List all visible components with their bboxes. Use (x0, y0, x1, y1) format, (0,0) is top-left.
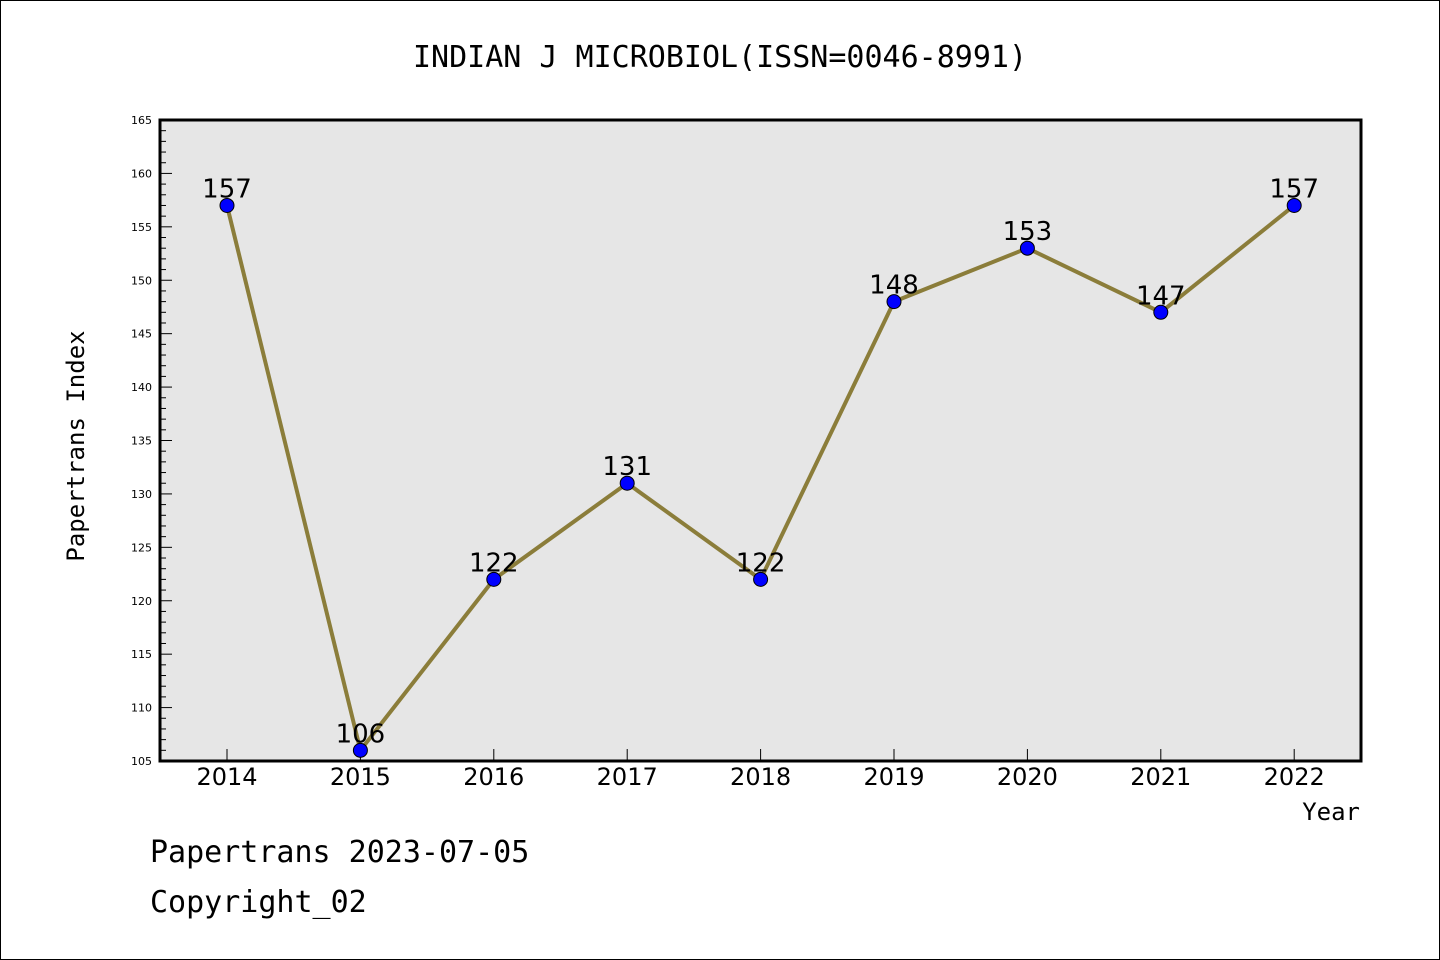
data-point (486, 571, 502, 587)
y-axis-label: Papertrans Index (62, 330, 90, 561)
y-tick-label: 155 (131, 221, 152, 234)
y-tick-label: 140 (131, 381, 152, 394)
y-tick-label: 120 (131, 595, 152, 608)
x-tick-label: 2018 (730, 763, 791, 791)
data-point (219, 197, 235, 213)
y-axis-ticks: 105 110 115 120 125 130 135 140 145 150 155 160 165 (131, 114, 172, 768)
y-tick-label: 105 (131, 755, 152, 768)
data-point (886, 294, 902, 310)
data-points (219, 197, 1302, 758)
plot-area (160, 120, 1361, 761)
y-tick-label: 125 (131, 541, 152, 554)
data-point (1286, 197, 1302, 213)
footer-date: Papertrans 2023-07-05 (150, 835, 530, 870)
y-tick-label: 160 (131, 167, 152, 180)
x-tick-label: 2022 (1264, 763, 1325, 791)
x-tick-label: 2014 (196, 763, 257, 791)
chart-title: INDIAN J MICROBIOL(ISSN=0046-8991) (413, 40, 1027, 75)
plot-border (158, 118, 1363, 763)
y-tick-label: 150 (131, 274, 152, 287)
data-point (753, 571, 769, 587)
data-point (1153, 304, 1169, 320)
x-axis-ticks: 2014 2015 2016 2017 2018 2019 2020 2021 2022 (196, 749, 1325, 791)
y-tick-label: 130 (131, 488, 152, 501)
x-axis-label: Year (1302, 798, 1360, 826)
x-tick-label: 2015 (330, 763, 391, 791)
footer-copyright: Copyright_02 (150, 885, 367, 920)
x-tick-label: 2020 (997, 763, 1058, 791)
y-tick-label: 110 (131, 702, 152, 715)
data-point (1019, 240, 1035, 256)
x-tick-label: 2016 (463, 763, 524, 791)
y-tick-label: 115 (131, 648, 152, 661)
y-tick-label: 145 (131, 328, 152, 341)
data-point (352, 742, 368, 758)
y-tick-label: 135 (131, 435, 152, 448)
x-tick-label: 2021 (1130, 763, 1191, 791)
x-tick-label: 2019 (863, 763, 924, 791)
y-tick-label: 165 (131, 114, 152, 127)
data-point (619, 475, 635, 491)
x-tick-label: 2017 (597, 763, 658, 791)
